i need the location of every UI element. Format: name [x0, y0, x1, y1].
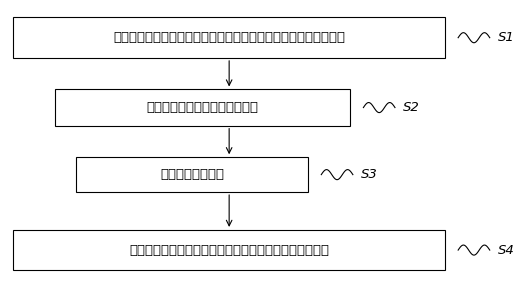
Text: 计算总舒适感负荷: 计算总舒适感负荷 [160, 168, 225, 181]
FancyBboxPatch shape [55, 89, 350, 126]
Text: 获取室内机的实际环境温度、设定温度、实际环境湿度、设定湿度: 获取室内机的实际环境温度、设定温度、实际环境湿度、设定湿度 [113, 31, 345, 44]
Text: S1: S1 [497, 31, 514, 44]
Text: S3: S3 [361, 168, 378, 181]
Text: S2: S2 [403, 101, 420, 114]
Text: 计算开机室内机的舒适感负荷率: 计算开机室内机的舒适感负荷率 [147, 101, 259, 114]
Text: S4: S4 [497, 244, 514, 256]
FancyBboxPatch shape [13, 230, 445, 270]
FancyBboxPatch shape [77, 157, 308, 192]
Text: 根据总舒适感负荷调整压缩机频率和室内机的膨胀阀开度: 根据总舒适感负荷调整压缩机频率和室内机的膨胀阀开度 [129, 244, 329, 256]
FancyBboxPatch shape [13, 17, 445, 58]
